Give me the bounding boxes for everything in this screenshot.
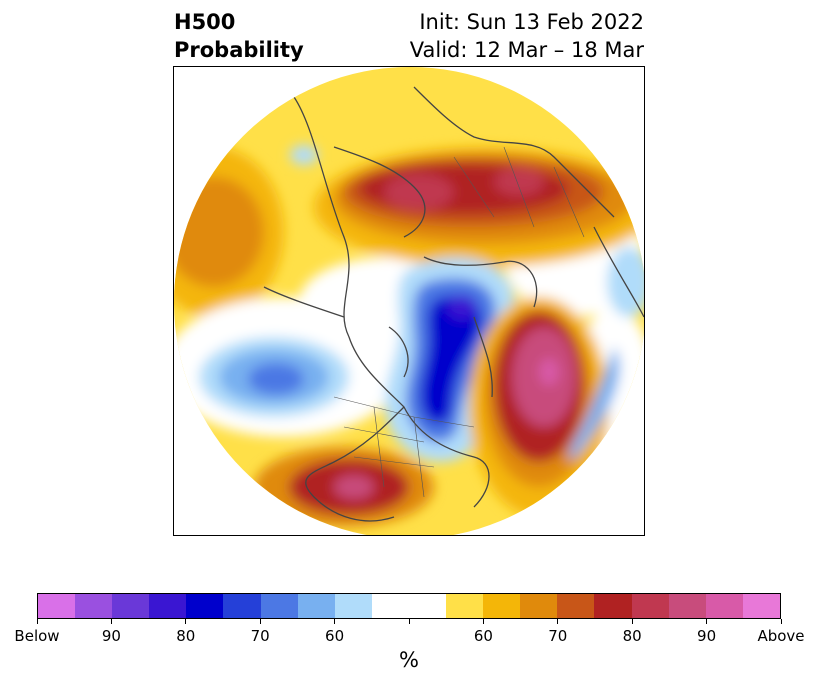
colorbar-tick-label: 90 <box>101 627 121 645</box>
anomaly-south-above-peak <box>334 475 374 499</box>
colorbar-segment <box>408 594 447 618</box>
probability-map <box>174 67 644 535</box>
colorbar-unit-label: % <box>399 648 419 672</box>
political-borders <box>333 146 585 498</box>
colorbar-tick <box>408 619 410 624</box>
colorbar-tick-label: 70 <box>250 627 270 645</box>
colorbar-segment <box>483 594 521 618</box>
colorbar-tick <box>259 619 261 624</box>
colorbar-tick <box>36 619 38 624</box>
anomaly-small-below <box>290 145 318 165</box>
colorbar-segment <box>223 594 261 618</box>
anomaly-east-below <box>568 347 620 460</box>
init-time: Init: Sun 13 Feb 2022 <box>419 10 644 34</box>
colorbar-tick-label: 80 <box>176 627 196 645</box>
colorbar-segment <box>446 594 484 618</box>
anomaly-trough-below-core <box>420 296 482 424</box>
anomaly-trough-below-peak <box>447 295 477 319</box>
colorbar-tick-label: Above <box>757 627 805 645</box>
colorbar-tick <box>557 619 559 624</box>
colorbar-tick-label: 60 <box>325 627 345 645</box>
colorbar-tick <box>482 619 484 624</box>
anomaly-atlantic-above-peak <box>539 358 559 386</box>
colorbar-segment <box>668 594 706 618</box>
coastlines <box>263 86 644 522</box>
colorbar-tick-label: Below <box>14 627 60 645</box>
colorbar-tick-label: 80 <box>622 627 642 645</box>
colorbar-tick <box>780 619 782 624</box>
valid-period: Valid: 12 Mar – 18 Mar <box>409 38 644 62</box>
colorbar-segment <box>260 594 298 618</box>
colorbar-segment <box>334 594 372 618</box>
colorbar-segment <box>297 594 335 618</box>
product-title: Probability <box>174 38 304 62</box>
colorbar-tick-label: 70 <box>548 627 568 645</box>
colorbar-segment <box>594 594 632 618</box>
anomaly-north-above-peak-east <box>494 168 544 196</box>
title-right: Init: Sun 13 Feb 2022 Valid: 12 Mar – 18… <box>410 8 644 64</box>
colorbar-segment <box>186 594 224 618</box>
colorbar-segment <box>38 594 76 618</box>
colorbar-tick <box>110 619 112 624</box>
colorbar-tick <box>631 619 633 624</box>
map-panel <box>173 66 645 536</box>
title-left: H500 Probability <box>174 8 304 64</box>
colorbar-segment <box>557 594 595 618</box>
colorbar-segment <box>705 594 743 618</box>
colorbar-segment <box>112 594 150 618</box>
colorbar-segment <box>742 594 780 618</box>
anomaly-pacific-below-core <box>248 363 304 395</box>
anomaly-northeast-below <box>607 247 644 317</box>
colorbar-tick <box>334 619 336 624</box>
colorbar-segment <box>371 594 409 618</box>
colorbar-tick-label: 60 <box>473 627 493 645</box>
colorbar <box>37 593 781 619</box>
variable-title: H500 <box>174 10 236 34</box>
colorbar-segment <box>520 594 558 618</box>
colorbar-segment <box>149 594 187 618</box>
colorbar-tick-label: 90 <box>697 627 717 645</box>
colorbar-tick <box>185 619 187 624</box>
colorbar-segment <box>75 594 113 618</box>
colorbar-tick <box>706 619 708 624</box>
colorbar-segment <box>631 594 669 618</box>
